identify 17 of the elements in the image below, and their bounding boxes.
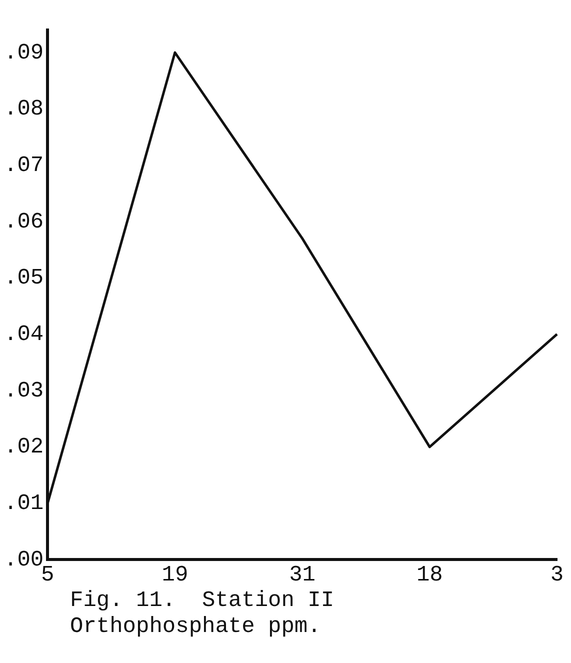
- y-tick-label: .04: [4, 322, 44, 348]
- x-tick-label: 19: [162, 562, 188, 588]
- y-tick-label: .06: [4, 209, 44, 234]
- x-tick-label: 3: [550, 562, 564, 588]
- text: Fig. 11. Station II: [70, 588, 334, 613]
- x-tick-label: 5: [41, 562, 54, 588]
- y-tick-label: .08: [4, 96, 44, 122]
- y-tick-label: .01: [4, 491, 44, 516]
- text: Orthophosphate ppm.: [70, 614, 321, 639]
- y-tick-label: .09: [4, 40, 44, 66]
- y-tick-label: .00: [4, 547, 44, 572]
- y-tick-label: .05: [4, 266, 44, 291]
- x-tick-label: 18: [416, 562, 443, 588]
- y-tick-label: .02: [4, 434, 44, 460]
- y-tick-label: .07: [4, 153, 44, 178]
- y-tick-label: .03: [4, 378, 44, 404]
- x-tick-label: 31: [289, 562, 316, 588]
